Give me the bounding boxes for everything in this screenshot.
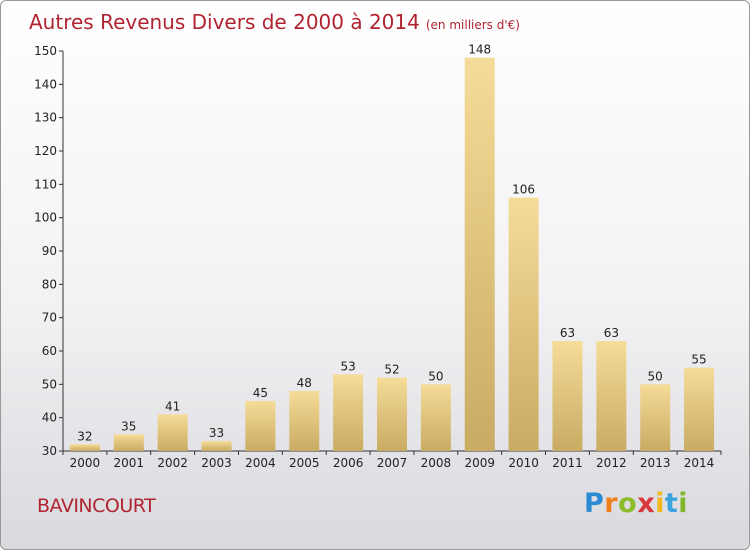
bar-value-label: 106: [512, 183, 535, 197]
proxiti-logo: Proxiti: [584, 488, 689, 519]
y-tick-label: 80: [42, 277, 57, 291]
bar-value-label: 63: [560, 326, 575, 340]
chart-title-text: Autres Revenus Divers de 2000 à 2014: [29, 10, 420, 34]
y-tick-label: 110: [34, 177, 57, 191]
y-tick-label: 90: [42, 244, 57, 258]
bar-value-label: 50: [428, 369, 443, 383]
x-tick-label: 2014: [684, 456, 715, 470]
commune-name: BAVINCOURT: [37, 495, 156, 517]
bar-value-label: 63: [604, 326, 619, 340]
y-tick-label: 50: [42, 377, 57, 391]
bar-value-label: 33: [209, 426, 224, 440]
bar: [420, 384, 451, 451]
axes: 30 40 50 60 70 80 90 100 110 120 130 140 150 2000 2001…: [34, 44, 722, 470]
x-tick-label: 2006: [333, 456, 364, 470]
bar-labels: 32 35 41 33 45 48 53 52 50 148 106 63 63 50 55: [77, 43, 706, 444]
bar: [201, 441, 232, 451]
y-tick-label: 120: [34, 144, 57, 158]
y-tick-label: 140: [34, 77, 57, 91]
bar: [596, 341, 627, 451]
bar: [508, 197, 539, 451]
y-tick-label: 40: [42, 411, 57, 425]
x-tick-label: 2007: [377, 456, 408, 470]
y-tick-label: 100: [34, 211, 57, 225]
chart-subtitle: (en milliers d'€): [425, 18, 520, 32]
bar: [377, 377, 407, 451]
y-tick-label: 130: [34, 111, 57, 125]
bar: [552, 341, 583, 451]
bar-value-label: 41: [165, 399, 180, 413]
bar-value-label: 45: [253, 386, 268, 400]
bar: [69, 444, 100, 451]
x-tick-label: 2001: [114, 456, 145, 470]
x-tick-label: 2000: [70, 456, 101, 470]
bar: [245, 401, 276, 451]
y-tick-label: 30: [42, 444, 57, 458]
x-tick-label: 2004: [245, 456, 276, 470]
bar-value-label: 148: [468, 43, 491, 57]
bar: [640, 384, 671, 451]
bar-value-label: 35: [121, 419, 136, 433]
bar: [289, 391, 320, 451]
x-tick-label: 2008: [421, 456, 452, 470]
x-tick-label: 2003: [201, 456, 232, 470]
y-tick-label: 70: [42, 311, 57, 325]
bar: [113, 434, 144, 451]
y-tick-label: 150: [34, 44, 57, 58]
y-tick-label: 60: [42, 344, 57, 358]
bar-value-label: 32: [77, 429, 92, 443]
x-tick-label: 2002: [157, 456, 188, 470]
bar: [684, 367, 715, 451]
bar: [333, 374, 364, 451]
chart-title: Autres Revenus Divers de 2000 à 2014 (en …: [29, 10, 520, 34]
x-tick-label: 2009: [464, 456, 495, 470]
x-tick-label: 2013: [640, 456, 671, 470]
bars: [69, 57, 715, 452]
x-tick-label: 2011: [552, 456, 583, 470]
x-tick-label: 2012: [596, 456, 627, 470]
bar-value-label: 53: [340, 359, 355, 373]
x-tick-label: 2010: [508, 456, 539, 470]
bar: [157, 414, 188, 451]
x-tick-label: 2005: [289, 456, 320, 470]
bar-value-label: 50: [648, 369, 663, 383]
bar: [464, 57, 495, 452]
bar-value-label: 48: [297, 376, 312, 390]
bar-value-label: 55: [691, 353, 706, 367]
bar-value-label: 52: [384, 363, 399, 377]
